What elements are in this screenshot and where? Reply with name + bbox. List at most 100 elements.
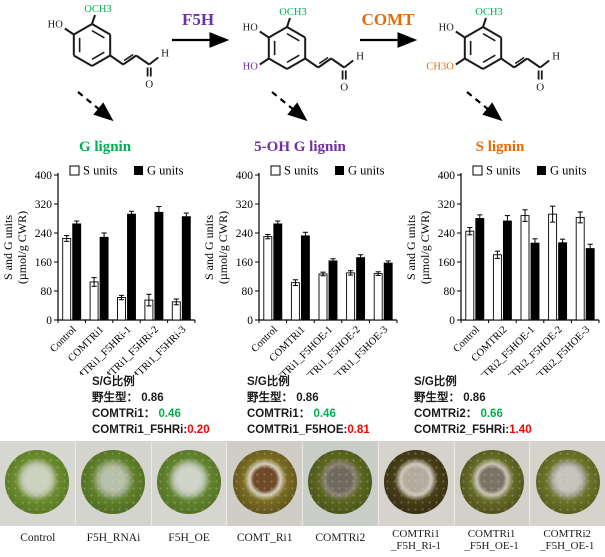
s-units-bar	[575, 216, 585, 321]
ri-ratio-line: COMTRi1： 0.46	[92, 407, 181, 420]
svg-text:0: 0	[46, 315, 52, 327]
lower-substituent-label: CH3O	[426, 62, 454, 73]
sg-ratio-title: S/G比例	[247, 376, 290, 388]
stem-section-label: COMTRi2 _F5H_OE-1	[539, 528, 595, 553]
legend-s-label: S units	[486, 164, 521, 178]
g-units-bar	[181, 216, 191, 321]
aldehyde-h-label: H	[552, 51, 560, 63]
svg-text:80: 80	[444, 286, 456, 298]
legend-g-label: G units	[348, 164, 385, 178]
stem-section-tile	[303, 441, 379, 526]
s-units-bar	[373, 273, 383, 321]
legend-g-swatch	[134, 166, 143, 175]
stem-section-tile	[227, 441, 303, 526]
stem-cross-section-image	[535, 450, 600, 514]
g-units-bar	[328, 260, 338, 321]
stem-cross-section-image	[384, 450, 449, 514]
stem-section-tile	[378, 441, 455, 526]
legend-s-label: S units	[83, 164, 118, 178]
lignin-label: S lignin	[476, 139, 525, 155]
s-units-bar	[263, 236, 273, 321]
svg-text:400: 400	[35, 170, 53, 182]
svg-text:400: 400	[236, 170, 254, 182]
legend-s-label: S units	[284, 164, 319, 178]
stem-section-tile	[530, 441, 605, 526]
s-units-bar	[89, 281, 99, 321]
dashed-arrow	[271, 91, 308, 122]
bar-chart-svg: 080160240320400ControlCOMTRi1COMTRi1_F5H…	[1, 164, 196, 375]
stem-section-label: COMT_Ri1	[236, 532, 293, 544]
aldehyde-o-label: O	[145, 79, 153, 91]
stem-section-tile	[75, 441, 152, 526]
enzyme-label-f5h: F5H	[182, 10, 214, 29]
wildtype-ratio-line: 野生型： 0.86	[414, 391, 486, 404]
aldehyde-h-label: H	[161, 48, 169, 60]
y-axis-label-line1: S and G units	[202, 215, 216, 280]
enzyme-label-comt: COMT	[362, 10, 416, 29]
svg-text:160: 160	[438, 257, 456, 269]
aldehyde-h-label: H	[356, 51, 364, 63]
chart-g-lignin: 0 80 160 240 320 400 Control COMTRi1 COMTRi1_F5H…	[0, 160, 201, 375]
sg-ratio-title: S/G比例	[414, 376, 457, 388]
methoxy-label: OCH3	[475, 7, 502, 18]
svg-text:80: 80	[242, 286, 254, 298]
lignin-label: 5-OH G lignin	[254, 139, 346, 155]
legend-g-swatch	[537, 166, 546, 175]
stem-section-tile	[454, 441, 531, 526]
lower-substituent-label: HO	[243, 62, 259, 73]
stem-section-label: Control	[20, 532, 56, 544]
svg-text:160: 160	[35, 257, 53, 269]
stem-section-tile	[0, 441, 76, 526]
s-units-bar	[465, 230, 475, 321]
aldehyde-o-label: O	[340, 82, 348, 94]
svg-text:320: 320	[35, 199, 53, 211]
g-units-bar	[475, 218, 485, 321]
y-axis-label-line1: S and G units	[1, 215, 15, 280]
g-units-bar	[502, 220, 512, 321]
stem-cross-section-image	[232, 450, 297, 514]
y-axis-label-line2: (µmol/g CWR)	[15, 211, 29, 284]
g-units-bar	[530, 242, 540, 321]
stem-cross-section-image	[81, 450, 146, 514]
s-units-bar	[346, 272, 356, 321]
bar-chart-svg: 080160240320400ControlCOMTRi2COMTRi2_F5H…	[404, 164, 600, 375]
stem-cross-section-image	[459, 450, 524, 514]
s-units-bar	[548, 213, 558, 321]
stem-section-label: F5H_RNAi	[86, 532, 141, 544]
g-units-bar	[72, 223, 82, 321]
sg-ratio-title: S/G比例	[92, 376, 135, 388]
stem-section-label: F5H_OE	[168, 532, 210, 544]
y-axis-label-line1: S and G units	[404, 215, 418, 280]
g-units-bar	[558, 242, 568, 321]
ri-ratio-line: COMTRi1： 0.46	[247, 407, 336, 420]
aldehyde-o-label: O	[536, 82, 544, 94]
lignin-label: G lignin	[79, 139, 132, 155]
dashed-arrow	[466, 91, 503, 122]
sg-ratio-block-1: S/G比例 野生型： 0.86 COMTRi1： 0.46 COMTRi1_F5…	[92, 375, 210, 438]
svg-text:320: 320	[236, 199, 254, 211]
legend-g-label: G units	[147, 164, 184, 178]
sg-ratio-block-3: S/G比例 野生型： 0.86 COMTRi2： 0.66 COMTRi2_F5…	[414, 375, 532, 438]
g-units-bar	[383, 262, 393, 321]
sg-ratio-section: S/G比例 野生型： 0.86 COMTRi1： 0.46 COMTRi1_F5…	[0, 375, 605, 441]
svg-text:400: 400	[438, 170, 456, 182]
wildtype-ratio-line: 野生型： 0.86	[92, 391, 164, 404]
stem-cross-section-image	[308, 450, 373, 514]
stem-section-label: COMTRi2	[315, 532, 366, 544]
g-units-bar	[99, 236, 109, 321]
g-units-bar	[585, 248, 595, 321]
legend-s-swatch	[270, 165, 281, 176]
stem-section-labels: Control F5H_RNAi F5H_OE COMT_Ri1 COMTRi2 COMT…	[0, 526, 605, 557]
hydroxyl-label: HO	[243, 23, 259, 34]
svg-text:240: 240	[35, 228, 53, 240]
svg-text:240: 240	[438, 228, 456, 240]
legend-g-label: G units	[550, 164, 587, 178]
combo-ratio-line: COMTRi1_F5HOE:0.81	[247, 423, 370, 436]
methoxy-label: OCH3	[84, 4, 111, 15]
g-units-bar	[127, 213, 136, 321]
y-axis-label-line2: (µmol/g CWR)	[216, 211, 230, 284]
combo-ratio-line: COMTRi2_F5HRi:1.40	[414, 423, 532, 436]
